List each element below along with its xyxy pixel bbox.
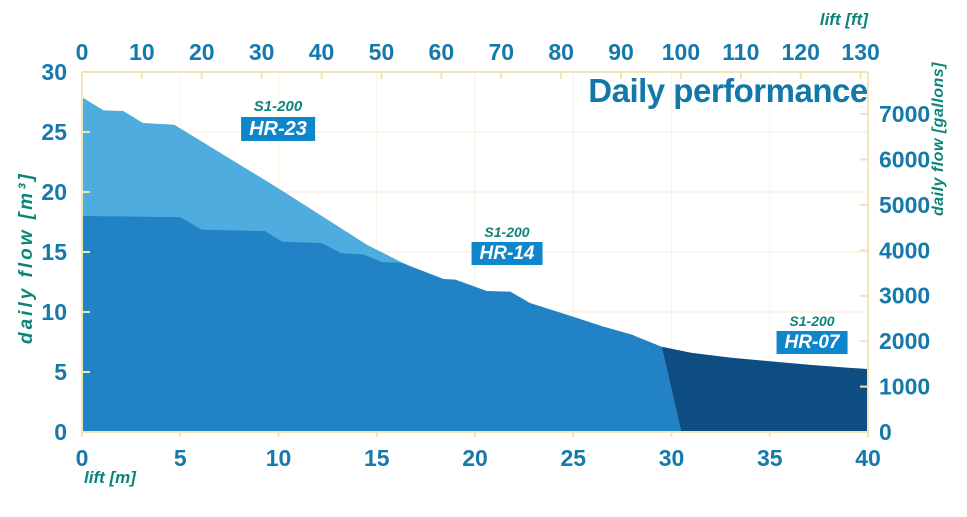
x-bottom-tick-label: 15 — [364, 445, 390, 471]
x-bottom-tick-label: 25 — [560, 445, 586, 471]
x-top-tick-label: 50 — [369, 39, 395, 65]
y-right-tick-label: 6000 — [879, 146, 930, 172]
x-bottom-tick-label: 20 — [462, 445, 488, 471]
y-right-tick-label: 1000 — [879, 374, 930, 400]
series-label-hr-07: S1-200 HR-07 — [776, 313, 848, 354]
series-label-hr-23: S1-200 HR-23 — [241, 98, 315, 141]
x-top-tick-label: 80 — [548, 39, 574, 65]
x-top-tick-label: 130 — [841, 39, 879, 65]
y-axis-label-gallons: daily flow [gallons] — [930, 61, 947, 216]
series-model-text: S1-200 — [484, 224, 530, 240]
x-top-tick-label: 100 — [662, 39, 700, 65]
x-top-tick-label: 20 — [189, 39, 215, 65]
y-right-tick-label: 7000 — [879, 101, 930, 127]
series-label-hr-14: S1-200 HR-14 — [471, 224, 543, 265]
y-axis-label-m3: daily flow [m³] — [16, 171, 37, 344]
x-top-tick-label: 30 — [249, 39, 275, 65]
x-top-tick-label: 0 — [76, 39, 89, 65]
y-left-tick-label: 30 — [41, 59, 67, 85]
x-bottom-tick-label: 10 — [266, 445, 292, 471]
series-model-text: S1-200 — [789, 313, 835, 329]
x-top-tick-label: 40 — [309, 39, 335, 65]
x-top-tick-label: 120 — [782, 39, 820, 65]
series-model-text: S1-200 — [253, 98, 303, 115]
y-left-tick-label: 0 — [54, 419, 67, 445]
x-top-tick-label: 110 — [722, 39, 759, 65]
x-axis-label-feet: lift [ft] — [819, 10, 868, 29]
x-top-tick-label: 90 — [608, 39, 634, 65]
y-right-tick-label: 5000 — [879, 192, 930, 218]
x-bottom-tick-label: 5 — [174, 445, 187, 471]
x-bottom-tick-label: 30 — [659, 445, 685, 471]
x-top-tick-label: 60 — [429, 39, 455, 65]
x-top-tick-label: 10 — [129, 39, 155, 65]
x-bottom-tick-label: 35 — [757, 445, 783, 471]
area-hr-14 — [82, 216, 682, 432]
chart-title: Daily performance — [588, 72, 868, 109]
series-variant-badge: HR-14 — [471, 242, 543, 265]
series-variant-badge: HR-07 — [776, 331, 848, 354]
y-right-tick-label: 4000 — [879, 237, 930, 263]
y-left-tick-label: 20 — [41, 179, 67, 205]
y-right-tick-label: 0 — [879, 419, 892, 445]
series-variant-badge: HR-23 — [241, 117, 315, 141]
y-left-tick-label: 5 — [54, 359, 67, 385]
x-top-tick-label: 70 — [488, 39, 514, 65]
area-hr-07 — [661, 346, 868, 432]
y-left-tick-label: 25 — [41, 119, 67, 145]
y-left-tick-label: 15 — [41, 239, 67, 265]
x-bottom-tick-label: 40 — [855, 445, 881, 471]
y-right-tick-label: 2000 — [879, 328, 930, 354]
x-bottom-tick-label: 0 — [76, 445, 89, 471]
y-right-tick-label: 3000 — [879, 283, 930, 309]
y-left-tick-label: 10 — [41, 299, 67, 325]
x-axis-label-meters: lift [m] — [84, 468, 136, 487]
